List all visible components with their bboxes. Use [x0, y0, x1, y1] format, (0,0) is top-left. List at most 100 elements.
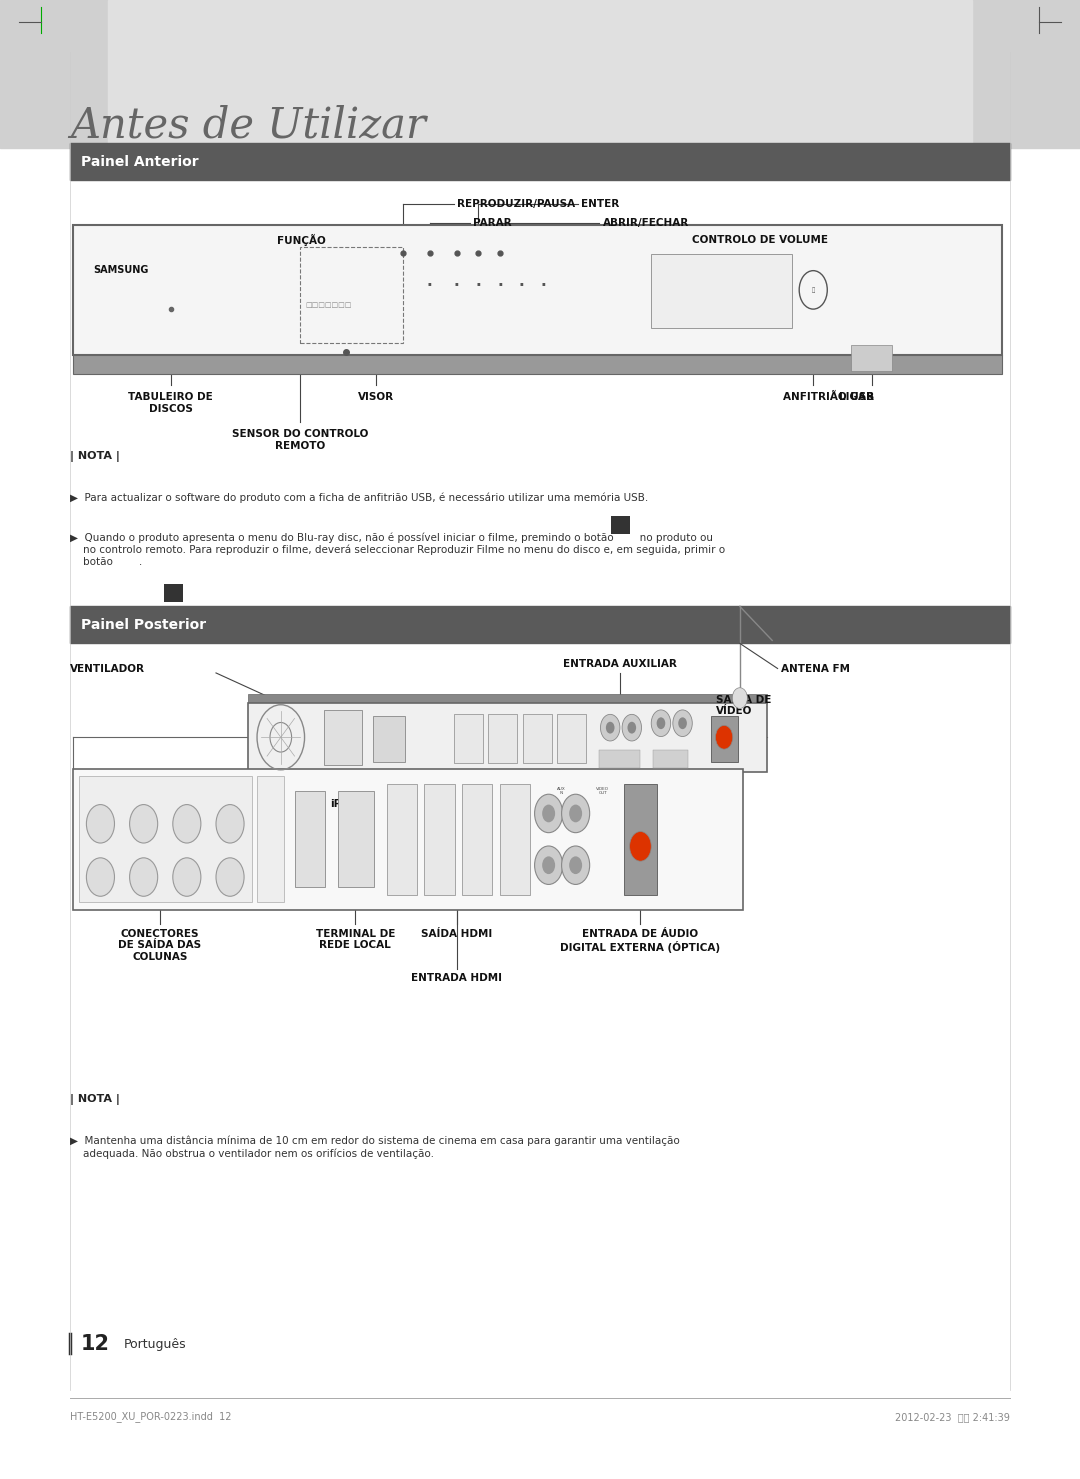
Text: SPEAKERS OUT: SPEAKERS OUT: [84, 791, 124, 796]
Text: SAÍDA DE
VÍDEO: SAÍDA DE VÍDEO: [716, 695, 771, 716]
Text: +: +: [228, 874, 232, 880]
Text: +: +: [98, 874, 103, 880]
Bar: [500, 784, 530, 895]
Bar: [70, 143, 1010, 180]
Circle shape: [86, 858, 114, 896]
Text: CONTROLO DE VOLUME: CONTROLO DE VOLUME: [692, 235, 828, 244]
Bar: [611, 516, 630, 534]
Text: | NOTA |: | NOTA |: [70, 451, 120, 461]
Bar: [79, 776, 252, 902]
Text: SAÍDA HDMI: SAÍDA HDMI: [421, 929, 492, 939]
Text: LAN: LAN: [351, 852, 360, 855]
Text: VISOR: VISOR: [357, 392, 394, 402]
Bar: [164, 584, 183, 602]
Bar: [248, 694, 767, 703]
Text: Português: Português: [124, 1338, 187, 1350]
Text: ▪: ▪: [476, 281, 481, 285]
Circle shape: [535, 794, 563, 833]
Text: iPod: iPod: [329, 799, 356, 809]
Text: AUX IN: AUX IN: [613, 757, 626, 760]
Bar: [851, 345, 892, 371]
Circle shape: [130, 858, 158, 896]
Circle shape: [173, 858, 201, 896]
Text: PARAR: PARAR: [473, 219, 512, 228]
Circle shape: [673, 710, 692, 737]
Circle shape: [542, 856, 555, 874]
Bar: [300, 247, 403, 343]
Bar: [557, 714, 586, 763]
Bar: [257, 776, 284, 902]
Text: Painel Posterior: Painel Posterior: [81, 618, 206, 632]
Text: -: -: [229, 821, 231, 827]
Text: ARC IN: ARC IN: [509, 881, 522, 886]
Bar: [373, 716, 405, 762]
Text: ▪: ▪: [498, 281, 502, 285]
Bar: [248, 703, 767, 772]
Circle shape: [651, 710, 671, 737]
Circle shape: [622, 714, 642, 741]
Text: ⏻: ⏻: [811, 287, 815, 293]
Text: ▶: ▶: [618, 522, 623, 528]
Text: ▶  Mantenha uma distância mínima de 10 cm em redor do sistema de cinema em casa : ▶ Mantenha uma distância mínima de 10 cm…: [70, 1136, 680, 1158]
Circle shape: [657, 717, 665, 729]
Bar: [454, 714, 483, 763]
Text: AUX
IN: AUX IN: [557, 787, 566, 796]
Text: ENTRADA DE ÁUDIO
DIGITAL EXTERNA (ÓPTICA): ENTRADA DE ÁUDIO DIGITAL EXTERNA (ÓPTICA…: [561, 929, 720, 952]
Text: 2012-02-23  오후 2:41:39: 2012-02-23 오후 2:41:39: [895, 1412, 1010, 1421]
Bar: [0, 0, 1080, 148]
Text: HDMI: HDMI: [435, 881, 444, 886]
Bar: [324, 710, 362, 765]
Text: □□□□□□□: □□□□□□□: [306, 303, 352, 309]
Text: ENTRADA HDMI: ENTRADA HDMI: [411, 973, 502, 984]
Bar: [651, 254, 792, 328]
Text: HT-E5200_XU_POR-0223.indd  12: HT-E5200_XU_POR-0223.indd 12: [70, 1411, 232, 1423]
Bar: [462, 784, 492, 895]
Text: HDMI IN: HDMI IN: [470, 881, 485, 886]
Text: ▶  Para actualizar o software do produto com a ficha de anfitrião USB, é necessá: ▶ Para actualizar o software do produto …: [70, 493, 648, 503]
Text: TABULEIRO DE
DISCOS: TABULEIRO DE DISCOS: [129, 392, 213, 414]
Bar: [295, 791, 325, 887]
Text: PR.ANT: PR.ANT: [634, 887, 647, 892]
Text: VIDEO
OUT: VIDEO OUT: [666, 754, 675, 763]
Circle shape: [542, 805, 555, 822]
Circle shape: [606, 722, 615, 734]
Text: iPod: iPod: [338, 735, 348, 740]
Text: LIGAR: LIGAR: [839, 392, 874, 402]
Circle shape: [600, 714, 620, 741]
Text: –      +: – +: [673, 288, 702, 297]
Text: ENTRADA AUXILIAR: ENTRADA AUXILIAR: [563, 658, 677, 669]
Text: Antes de Utilizar: Antes de Utilizar: [70, 105, 427, 146]
Text: ▶  Quando o produto apresenta o menu do Blu-ray disc, não é possível iniciar o f: ▶ Quando o produto apresenta o menu do B…: [70, 532, 726, 566]
Text: LAN: LAN: [384, 735, 393, 740]
Circle shape: [216, 805, 244, 843]
Bar: [387, 784, 417, 895]
Text: VENTILADOR: VENTILADOR: [70, 664, 145, 673]
Bar: [73, 355, 1002, 374]
Bar: [624, 784, 657, 895]
Text: SAMSUNG: SAMSUNG: [93, 265, 148, 275]
Circle shape: [715, 726, 732, 750]
Text: ▪: ▪: [428, 281, 432, 285]
Text: 12: 12: [81, 1334, 110, 1355]
Bar: [73, 225, 1002, 355]
Circle shape: [627, 722, 636, 734]
Text: ENTER: ENTER: [581, 200, 619, 209]
Text: ↩: ↩: [171, 590, 175, 596]
Text: TERMINAL DE
REDE LOCAL: TERMINAL DE REDE LOCAL: [315, 929, 395, 951]
Circle shape: [678, 717, 687, 729]
Text: ▪: ▪: [455, 281, 459, 285]
Text: ABRIR/FECHAR: ABRIR/FECHAR: [603, 219, 689, 228]
Text: REPRODUZIR/PAUSA: REPRODUZIR/PAUSA: [457, 200, 575, 209]
Bar: [653, 750, 688, 768]
Text: | NOTA |: | NOTA |: [70, 1094, 120, 1105]
Bar: [73, 769, 743, 910]
Bar: [338, 791, 374, 887]
Text: +: +: [141, 874, 146, 880]
Bar: [424, 784, 455, 895]
Text: -: -: [186, 821, 188, 827]
Text: VIDEO
OUT: VIDEO OUT: [596, 787, 609, 796]
Circle shape: [569, 805, 582, 822]
Text: CONECTORES
DE SAÍDA DAS
COLUNAS: CONECTORES DE SAÍDA DAS COLUNAS: [119, 929, 201, 961]
Circle shape: [630, 831, 651, 861]
Text: ▪: ▪: [519, 281, 524, 285]
